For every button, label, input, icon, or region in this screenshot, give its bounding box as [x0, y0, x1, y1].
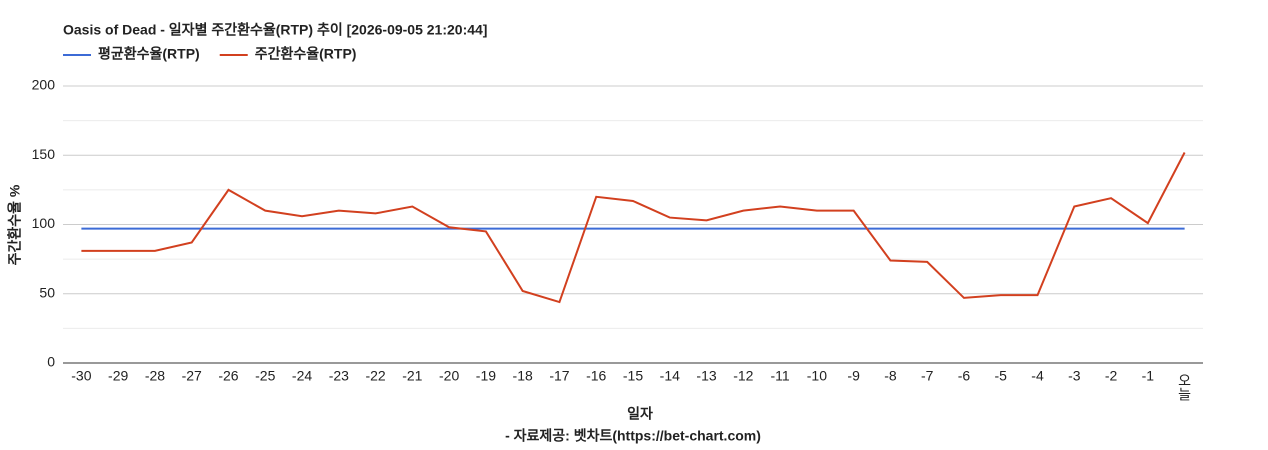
chart-title: Oasis of Dead - 일자별 주간환수율(RTP) 추이 [2026-… [63, 22, 487, 38]
x-tick-label: -27 [182, 368, 202, 384]
x-tick-label: 오늘 [1177, 373, 1193, 401]
legend-label: 평균환수율(RTP) [98, 46, 200, 62]
x-tick-label: -1 [1142, 368, 1155, 384]
x-tick-label: -30 [71, 368, 91, 384]
x-tick-label: -18 [513, 368, 533, 384]
x-tick-label: -12 [733, 368, 753, 384]
x-axis-label: 일자 [627, 406, 653, 422]
x-tick-label: -23 [329, 368, 349, 384]
y-tick-label: 200 [32, 77, 56, 93]
series-line [81, 152, 1186, 304]
x-tick-label: -26 [218, 368, 238, 384]
x-tick-label: -13 [696, 368, 716, 384]
y-tick-label: 50 [39, 284, 55, 300]
x-tick-label: -22 [365, 368, 385, 384]
x-tick-label: -21 [402, 368, 422, 384]
x-tick-label: -20 [439, 368, 459, 384]
x-tick-label: -3 [1068, 368, 1081, 384]
source-note: - 자료제공: 벳차트(https://bet-chart.com) [505, 428, 761, 444]
x-tick-label: -8 [884, 368, 897, 384]
x-tick-label: -6 [958, 368, 971, 384]
x-tick-label: -25 [255, 368, 275, 384]
x-tick-label: -16 [586, 368, 606, 384]
x-tick-label: -28 [145, 368, 165, 384]
x-tick-label: -17 [549, 368, 569, 384]
x-tick-label: -29 [108, 368, 128, 384]
x-tick-label: -14 [660, 368, 680, 384]
x-tick-label: -7 [921, 368, 934, 384]
x-tick-label: -19 [476, 368, 496, 384]
x-tick-label: -2 [1105, 368, 1118, 384]
y-tick-label: 100 [32, 215, 56, 231]
legend-label: 주간환수율(RTP) [255, 46, 357, 62]
x-tick-label: -15 [623, 368, 643, 384]
x-tick-label: -4 [1031, 368, 1044, 384]
y-tick-label: 150 [32, 146, 56, 162]
y-axis-label: 주간환수율 % [7, 184, 23, 265]
y-tick-label: 0 [47, 354, 55, 370]
x-tick-label: -9 [847, 368, 860, 384]
x-tick-label: -5 [995, 368, 1008, 384]
x-tick-label: -10 [807, 368, 827, 384]
x-tick-label: -11 [770, 368, 789, 384]
x-tick-label: -24 [292, 368, 312, 384]
